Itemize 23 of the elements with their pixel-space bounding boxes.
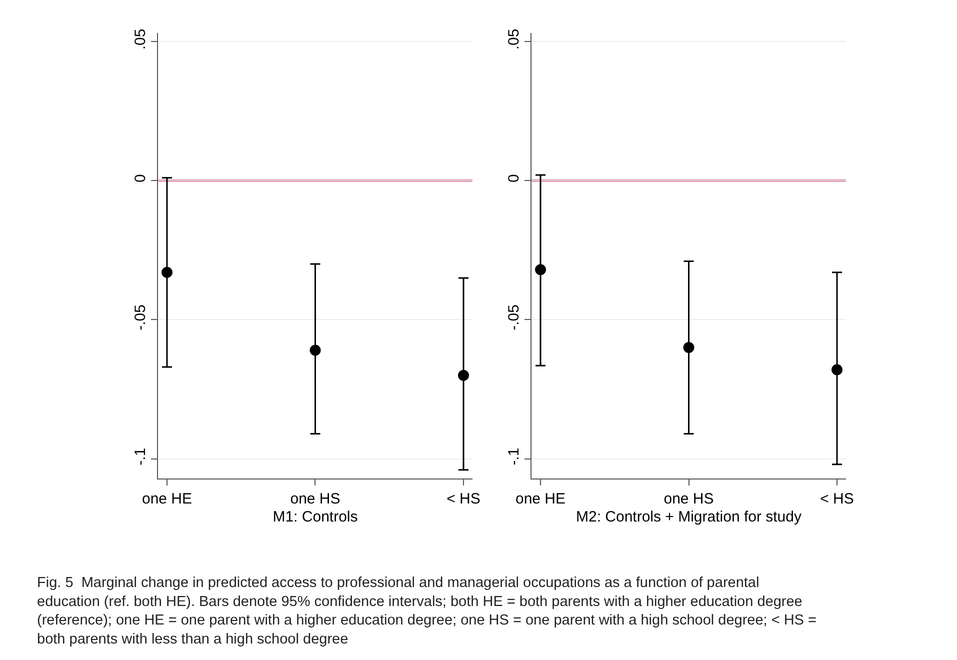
y-tick-label: 0 xyxy=(132,174,150,182)
x-tick-label: one HE xyxy=(515,490,566,508)
y-tick-label: .05 xyxy=(132,28,150,50)
caption: Fig. 5 Marginal change in predicted access to professional and managerial occupations as a function of parental education (ref. both HE). Bars denote 95% confidence intervals; both HE = both parents with a higher education degree (reference); one HE = one parent with a higher education degree; one HS = one parent with a high school degree; < HS = both parents with less than a high school degree xyxy=(37,575,816,648)
x-tick-label: one HS xyxy=(290,490,340,508)
point xyxy=(310,344,321,356)
x-tick-label: < HS xyxy=(446,490,480,508)
point xyxy=(162,266,172,278)
y-tick-label: -.05 xyxy=(132,304,150,330)
x-tick-label: < HS xyxy=(820,490,854,508)
point xyxy=(458,370,469,381)
y-tick-label: -.1 xyxy=(506,448,523,466)
x-tick-label: one HS xyxy=(664,490,714,508)
point xyxy=(535,264,546,276)
point xyxy=(832,364,843,376)
y-tick-label: .05 xyxy=(506,28,523,50)
y-tick-label: -.05 xyxy=(506,304,523,330)
x-axis-title: M1: Controls xyxy=(272,508,358,526)
x-tick-label: one HE xyxy=(142,490,192,508)
y-tick-label: 0 xyxy=(506,174,523,182)
point xyxy=(683,342,694,353)
y-tick-label: -.1 xyxy=(132,448,150,466)
x-axis-title: M2: Controls + Migration for study xyxy=(576,508,802,526)
